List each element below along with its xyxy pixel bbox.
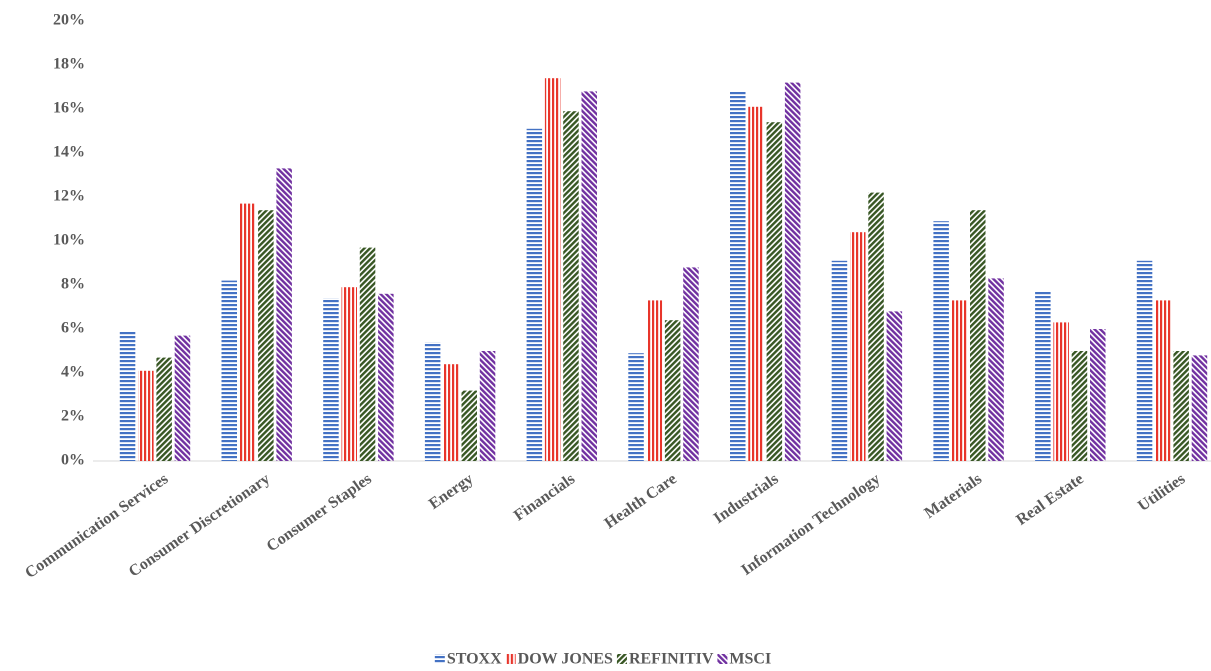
y-tick-label: 10% <box>53 232 85 249</box>
bar <box>258 210 274 461</box>
bar <box>443 364 459 461</box>
bar <box>1090 329 1106 461</box>
legend-swatch <box>616 654 627 664</box>
legend-swatch <box>505 654 516 664</box>
bar <box>1071 351 1088 461</box>
legend-label: REFINITIV <box>629 651 714 668</box>
bar <box>748 106 764 462</box>
bar <box>784 82 801 461</box>
bar <box>544 78 561 461</box>
bar <box>174 335 191 461</box>
bar <box>766 122 783 461</box>
x-tick-label: Energy <box>426 470 477 512</box>
legend-label: MSCI <box>729 651 771 668</box>
legend-label: STOXX <box>447 651 502 668</box>
y-tick-label: 18% <box>53 56 85 73</box>
bar <box>988 278 1004 461</box>
x-tick-label: Industrials <box>711 470 782 527</box>
bar <box>951 300 968 461</box>
y-tick-label: 6% <box>61 320 85 337</box>
bar <box>526 128 543 462</box>
bar <box>970 210 986 461</box>
bar <box>424 342 441 461</box>
legend: STOXX DOW JONES REFINITIV MSCI <box>434 651 771 668</box>
bar <box>581 91 597 462</box>
x-tick-label: Real Estate <box>1013 470 1086 529</box>
bar <box>683 267 699 461</box>
bar <box>461 390 477 461</box>
y-tick-label: 0% <box>61 452 85 469</box>
x-tick-label: Utilities <box>1135 470 1188 515</box>
legend-label: DOW JONES <box>518 651 613 668</box>
bar <box>1173 351 1189 461</box>
bar <box>664 320 681 461</box>
y-tick-label: 8% <box>61 276 85 293</box>
bar <box>1053 322 1069 461</box>
bar <box>646 300 663 461</box>
bar <box>933 221 949 461</box>
bar <box>1191 355 1208 461</box>
bar <box>1155 300 1171 461</box>
bar <box>323 298 339 461</box>
bar <box>221 280 237 461</box>
y-tick-label: 12% <box>53 188 85 205</box>
legend-swatch <box>717 654 728 664</box>
bar <box>276 168 292 461</box>
bar <box>628 353 644 461</box>
y-tick-label: 16% <box>53 100 85 117</box>
y-tick-label: 20% <box>53 12 85 29</box>
bar <box>1136 260 1153 461</box>
bar <box>359 247 376 461</box>
bar <box>378 293 394 461</box>
bar <box>138 370 154 461</box>
bar <box>886 311 903 461</box>
bar <box>730 91 746 462</box>
bar <box>831 260 848 461</box>
bar <box>1035 291 1051 461</box>
bar <box>156 357 172 461</box>
bar <box>850 232 866 461</box>
bar <box>239 203 256 461</box>
y-tick-label: 2% <box>61 408 85 425</box>
x-tick-label: Financials <box>511 470 578 524</box>
bar <box>479 351 496 461</box>
bar <box>341 287 357 461</box>
x-tick-label: Health Care <box>602 470 680 532</box>
y-tick-label: 14% <box>53 144 85 161</box>
legend-swatch <box>434 654 445 664</box>
x-tick-label: Consumer Staples <box>264 470 375 555</box>
bar <box>119 331 136 461</box>
y-tick-label: 4% <box>61 364 85 381</box>
bar <box>563 111 579 461</box>
x-tick-label: Materials <box>921 470 985 522</box>
bar <box>868 192 884 461</box>
